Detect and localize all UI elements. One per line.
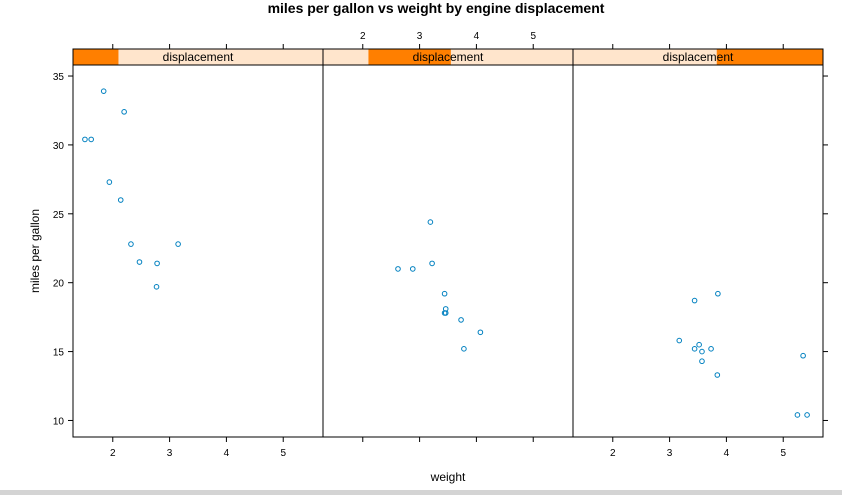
data-point	[395, 266, 401, 272]
window-bottom-bar	[0, 490, 842, 495]
data-point	[441, 290, 448, 297]
y-axis-label: miles per gallon	[28, 209, 42, 293]
data-point	[175, 241, 181, 247]
y-tick-label: 25	[53, 210, 65, 221]
strip-range-indicator	[73, 49, 119, 65]
y-tick-label: 15	[53, 348, 65, 359]
data-point	[117, 197, 124, 203]
data-point	[477, 329, 484, 336]
data-point	[696, 341, 702, 348]
data-point	[691, 297, 698, 304]
panel-frame	[322, 64, 574, 438]
y-tick-label: 30	[53, 141, 65, 152]
data-point	[714, 372, 721, 378]
strip-range-indicator	[368, 49, 451, 65]
data-point	[128, 241, 134, 247]
strip-label: displacement	[163, 50, 234, 64]
data-point	[461, 346, 467, 352]
strip-label: displacement	[413, 50, 484, 64]
strip-label: displacement	[663, 50, 734, 64]
x-tick-label: 4	[724, 448, 730, 459]
data-point	[708, 346, 714, 352]
data-point	[409, 266, 416, 272]
y-tick-label: 35	[53, 72, 65, 83]
data-point	[88, 136, 94, 143]
data-point	[106, 179, 113, 185]
data-point	[800, 352, 806, 359]
x-tick-label: 3	[167, 448, 173, 459]
panel-frame	[572, 64, 824, 438]
data-point	[442, 310, 449, 316]
strip-background	[73, 49, 323, 65]
data-point	[136, 259, 143, 265]
x-tick-label: 4	[224, 448, 230, 459]
x-tick-label: 2	[110, 448, 116, 459]
panel-frame	[72, 64, 324, 438]
data-point	[427, 219, 434, 225]
data-point	[699, 348, 705, 355]
panel-2: displacement 2 3 4 5	[322, 31, 574, 442]
data-point	[715, 290, 721, 297]
data-point	[794, 412, 801, 418]
x-tick-label: 4	[474, 31, 480, 42]
x-tick-label: 3	[417, 31, 423, 42]
panel-1: displacement 2 3 4 5 10 15 20 25 30 35	[53, 44, 324, 459]
x-tick-label: 2	[360, 31, 366, 42]
strip-range-indicator	[716, 49, 823, 65]
x-tick-label: 3	[667, 448, 673, 459]
x-tick-label: 2	[610, 448, 616, 459]
x-tick-label: 5	[780, 448, 786, 459]
y-tick-label: 20	[53, 279, 65, 290]
x-tick-label: 5	[280, 448, 286, 459]
data-point	[458, 317, 464, 323]
data-point	[82, 136, 88, 143]
data-point	[153, 284, 160, 290]
data-point	[676, 337, 683, 344]
data-point	[691, 346, 698, 352]
data-point	[100, 88, 107, 94]
panel-3: displacement 2 3 4 5	[572, 44, 828, 459]
x-axis-label: weight	[430, 470, 466, 484]
data-point	[121, 109, 127, 115]
data-point	[804, 412, 810, 418]
data-point	[429, 260, 435, 267]
x-tick-label: 5	[530, 31, 536, 42]
chart-title: miles per gallon vs weight by engine dis…	[268, 0, 605, 16]
y-tick-label: 10	[53, 416, 65, 427]
data-point	[154, 260, 160, 267]
data-point	[699, 358, 705, 365]
